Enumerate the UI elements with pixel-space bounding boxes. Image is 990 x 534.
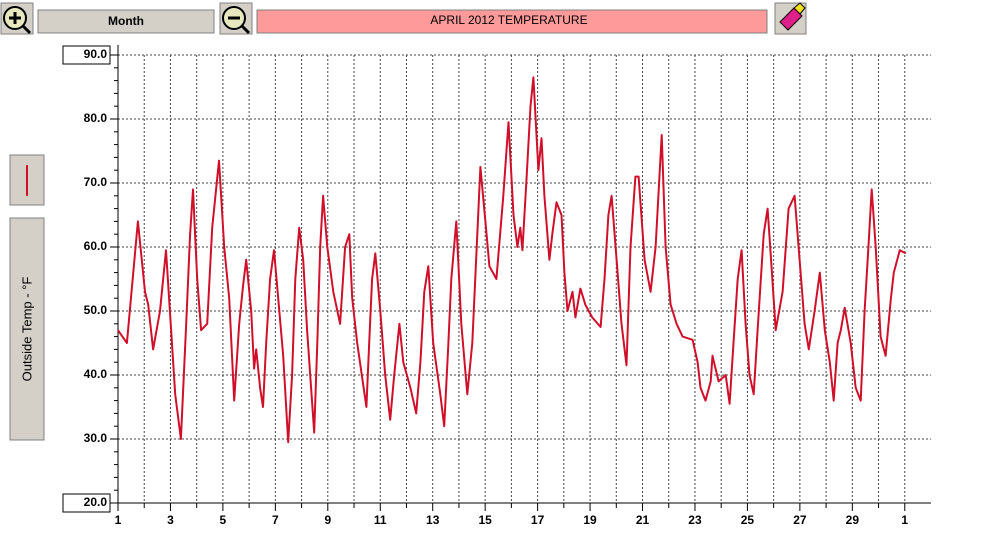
x-tick-label: 21 <box>636 513 650 527</box>
y-tick-label: 90.0 <box>84 47 108 61</box>
ylabel-button[interactable] <box>9 217 45 441</box>
y-tick-label: 50.0 <box>84 303 108 317</box>
chart-title: APRIL 2012 TEMPERATURE <box>430 13 587 27</box>
zoom-in[interactable] <box>0 2 34 35</box>
x-tick-label: 1 <box>115 513 122 527</box>
title-bar <box>256 9 768 34</box>
x-tick-label: 23 <box>688 513 702 527</box>
x-tick-label: 3 <box>167 513 174 527</box>
x-tick-label: 29 <box>846 513 860 527</box>
x-tick-label: 7 <box>272 513 279 527</box>
x-tick-label: 13 <box>426 513 440 527</box>
x-tick-label: 5 <box>220 513 227 527</box>
y-tick-label: 20.0 <box>84 495 108 509</box>
y-tick-label: 40.0 <box>84 367 108 381</box>
x-tick-label: 9 <box>324 513 331 527</box>
zoom-out[interactable] <box>219 2 253 35</box>
x-tick-label: 15 <box>478 513 492 527</box>
y-tick-label: 60.0 <box>84 239 108 253</box>
x-tick-label: 27 <box>793 513 807 527</box>
x-tick-label: 17 <box>531 513 545 527</box>
temperature-line <box>117 76 907 444</box>
x-tick-label: 1 <box>901 513 908 527</box>
x-tick-label: 19 <box>583 513 597 527</box>
x-tick-label: 25 <box>741 513 755 527</box>
y-axis-label: Outside Temp - °F <box>19 277 34 382</box>
month-button-label[interactable]: Month <box>108 14 144 28</box>
y-tick-label: 30.0 <box>84 431 108 445</box>
y-tick-label: 70.0 <box>84 175 108 189</box>
eraser[interactable] <box>774 2 807 35</box>
y-tick-label: 80.0 <box>84 111 108 125</box>
month-button[interactable] <box>37 9 215 34</box>
x-tick-label: 11 <box>374 513 387 527</box>
